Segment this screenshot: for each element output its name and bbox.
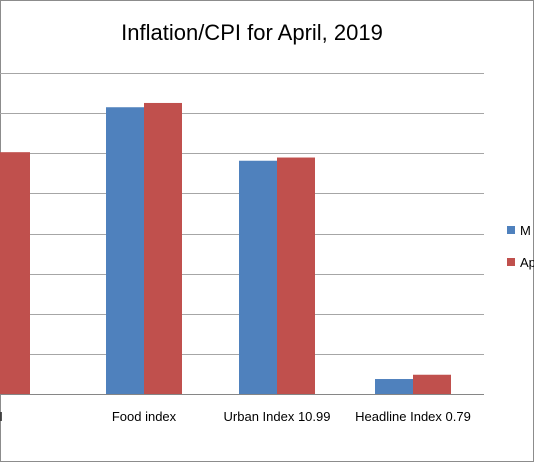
legend: M Ap — [507, 223, 534, 270]
chart-title: Inflation/CPI for April, 2019 — [121, 20, 383, 45]
legend-swatch — [507, 258, 515, 266]
bar-series2-3 — [277, 157, 315, 394]
legend-swatch — [507, 226, 515, 234]
legend-label: Ap — [520, 255, 534, 270]
bar-series1-3 — [239, 160, 277, 394]
legend-label: M — [520, 223, 531, 238]
bars — [0, 102, 451, 395]
category-labels: CPI Food index Urban Index 10.99 Headline I… — [0, 409, 471, 424]
category-label: CPI — [0, 409, 3, 424]
bar-series2-1 — [0, 152, 30, 394]
bar-series2-4 — [413, 374, 451, 394]
bar-series2-2 — [144, 102, 182, 395]
category-label: Headline Index 0.79 — [355, 409, 471, 424]
bar-series1-2 — [106, 107, 144, 395]
category-label: Food index — [112, 409, 177, 424]
bar-series1-4 — [375, 379, 413, 394]
category-label: Urban Index 10.99 — [224, 409, 331, 424]
